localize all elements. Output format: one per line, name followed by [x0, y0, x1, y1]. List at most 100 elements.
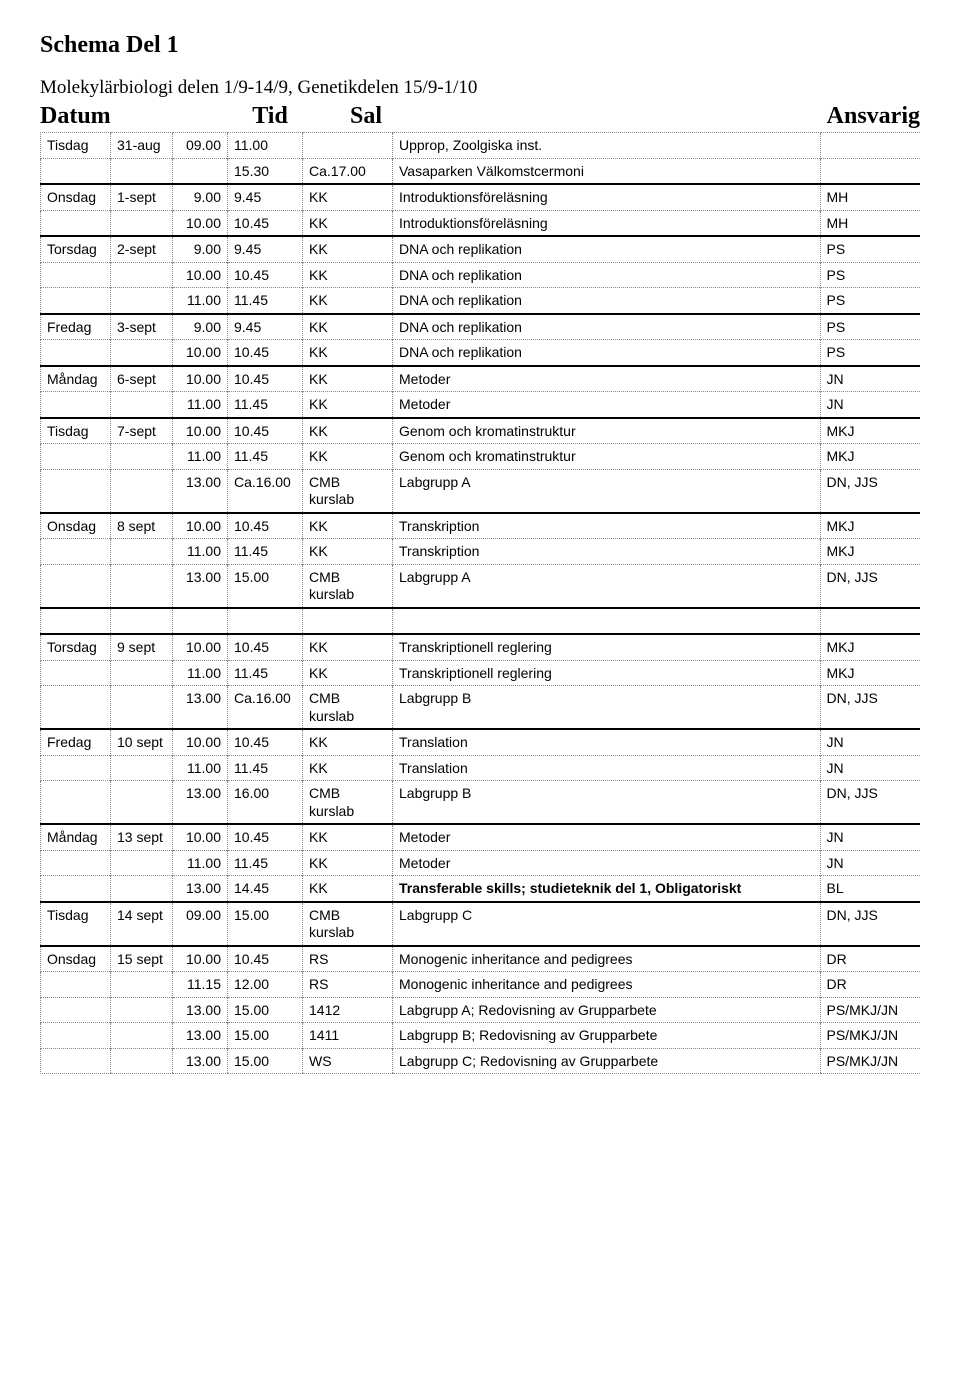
cell-time-end: Ca.16.00 [228, 686, 303, 730]
cell-ansvarig: JN [820, 755, 920, 781]
cell-time-start: 10.00 [173, 262, 228, 288]
table-row: 13.0014.45KKTransferable skills; studiet… [41, 876, 921, 902]
cell-time-end: 11.45 [228, 444, 303, 470]
table-row: Fredag3-sept9.009.45KKDNA och replikatio… [41, 314, 921, 340]
table-row: 11.0011.45KKTranskriptionell regleringMK… [41, 660, 921, 686]
cell-time-end: 10.45 [228, 340, 303, 366]
cell-time-start: 11.00 [173, 755, 228, 781]
cell-day: Fredag [41, 729, 111, 755]
cell-time-end: 11.45 [228, 850, 303, 876]
cell-time-end: 10.45 [228, 262, 303, 288]
cell-date [111, 288, 173, 314]
cell-day [41, 158, 111, 184]
cell-date [111, 781, 173, 825]
cell-ansvarig: PS [820, 236, 920, 262]
cell-ansvarig: MKJ [820, 634, 920, 660]
cell-time-end: 10.45 [228, 513, 303, 539]
cell-desc: Labgrupp A [393, 469, 821, 513]
cell-time-end: Ca.16.00 [228, 469, 303, 513]
table-row: 11.0011.45KKDNA och replikationPS [41, 288, 921, 314]
cell-desc: Genom och kromatinstruktur [393, 444, 821, 470]
cell-date: 2-sept [111, 236, 173, 262]
cell-day [41, 850, 111, 876]
cell-time-end: 11.45 [228, 288, 303, 314]
cell-time-end: 15.30 [228, 158, 303, 184]
table-row: 11.0011.45KKGenom och kromatinstrukturMK… [41, 444, 921, 470]
cell-time-end: 10.45 [228, 366, 303, 392]
cell-ansvarig: DR [820, 946, 920, 972]
cell-time-start: 11.15 [173, 972, 228, 998]
cell-desc: Monogenic inheritance and pedigrees [393, 946, 821, 972]
cell-sal: WS [303, 1048, 393, 1074]
cell-sal: CMBkurslab [303, 686, 393, 730]
cell-date [111, 469, 173, 513]
table-row: 13.0015.00WSLabgrupp C; Redovisning av G… [41, 1048, 921, 1074]
cell-sal: KK [303, 314, 393, 340]
cell-date [111, 850, 173, 876]
cell-sal: KK [303, 262, 393, 288]
cell-day [41, 781, 111, 825]
cell-time-start: 11.00 [173, 288, 228, 314]
cell-desc: Metoder [393, 824, 821, 850]
cell-date: 31-aug [111, 133, 173, 159]
cell-desc: Labgrupp B [393, 686, 821, 730]
table-row: 13.0015.001412Labgrupp A; Redovisning av… [41, 997, 921, 1023]
cell-day: Torsdag [41, 236, 111, 262]
cell-date [111, 755, 173, 781]
cell-time-end: 9.45 [228, 184, 303, 210]
cell-day [41, 997, 111, 1023]
cell-desc: Transkription [393, 513, 821, 539]
table-row: 11.1512.00RSMonogenic inheritance and pe… [41, 972, 921, 998]
cell-day: Måndag [41, 824, 111, 850]
cell-desc: Introduktionsföreläsning [393, 210, 821, 236]
cell-time-end: 10.45 [228, 946, 303, 972]
cell-desc: DNA och replikation [393, 314, 821, 340]
cell-ansvarig: DN, JJS [820, 686, 920, 730]
cell-desc: DNA och replikation [393, 236, 821, 262]
cell-ansvarig: MH [820, 184, 920, 210]
cell-day: Onsdag [41, 184, 111, 210]
cell-sal [303, 133, 393, 159]
cell-date [111, 876, 173, 902]
cell-date [111, 686, 173, 730]
cell-sal: KK [303, 236, 393, 262]
cell-sal: KK [303, 850, 393, 876]
cell-desc: DNA och replikation [393, 262, 821, 288]
table-row: 10.0010.45KKDNA och replikationPS [41, 340, 921, 366]
cell-date: 10 sept [111, 729, 173, 755]
cell-time-start: 10.00 [173, 210, 228, 236]
cell-day [41, 1023, 111, 1049]
cell-time-start: 11.00 [173, 850, 228, 876]
table-row: 11.0011.45KKTranslationJN [41, 755, 921, 781]
cell-ansvarig: PS/MKJ/JN [820, 1023, 920, 1049]
cell-day [41, 262, 111, 288]
cell-time-start: 13.00 [173, 469, 228, 513]
spacer-cell [228, 608, 303, 635]
cell-time-end: 10.45 [228, 729, 303, 755]
cell-time-end: 11.45 [228, 392, 303, 418]
cell-day [41, 288, 111, 314]
cell-date: 3-sept [111, 314, 173, 340]
table-row: Torsdag2-sept9.009.45KKDNA och replikati… [41, 236, 921, 262]
table-row: Onsdag15 sept10.0010.45RSMonogenic inher… [41, 946, 921, 972]
cell-time-end: 11.00 [228, 133, 303, 159]
cell-desc: Transkription [393, 539, 821, 565]
cell-sal: KK [303, 513, 393, 539]
cell-sal: KK [303, 288, 393, 314]
table-row: 10.0010.45KKDNA och replikationPS [41, 262, 921, 288]
cell-time-end: 10.45 [228, 210, 303, 236]
cell-time-end: 9.45 [228, 236, 303, 262]
cell-time-start: 11.00 [173, 539, 228, 565]
cell-time-start: 11.00 [173, 660, 228, 686]
cell-sal: KK [303, 184, 393, 210]
cell-time-start [173, 158, 228, 184]
cell-time-start: 11.00 [173, 444, 228, 470]
cell-time-start: 9.00 [173, 184, 228, 210]
cell-date [111, 972, 173, 998]
cell-desc: Labgrupp A [393, 564, 821, 608]
cell-day: Onsdag [41, 513, 111, 539]
cell-desc: Transkriptionell reglering [393, 660, 821, 686]
cell-date [111, 340, 173, 366]
cell-day [41, 469, 111, 513]
cell-time-end: 10.45 [228, 824, 303, 850]
